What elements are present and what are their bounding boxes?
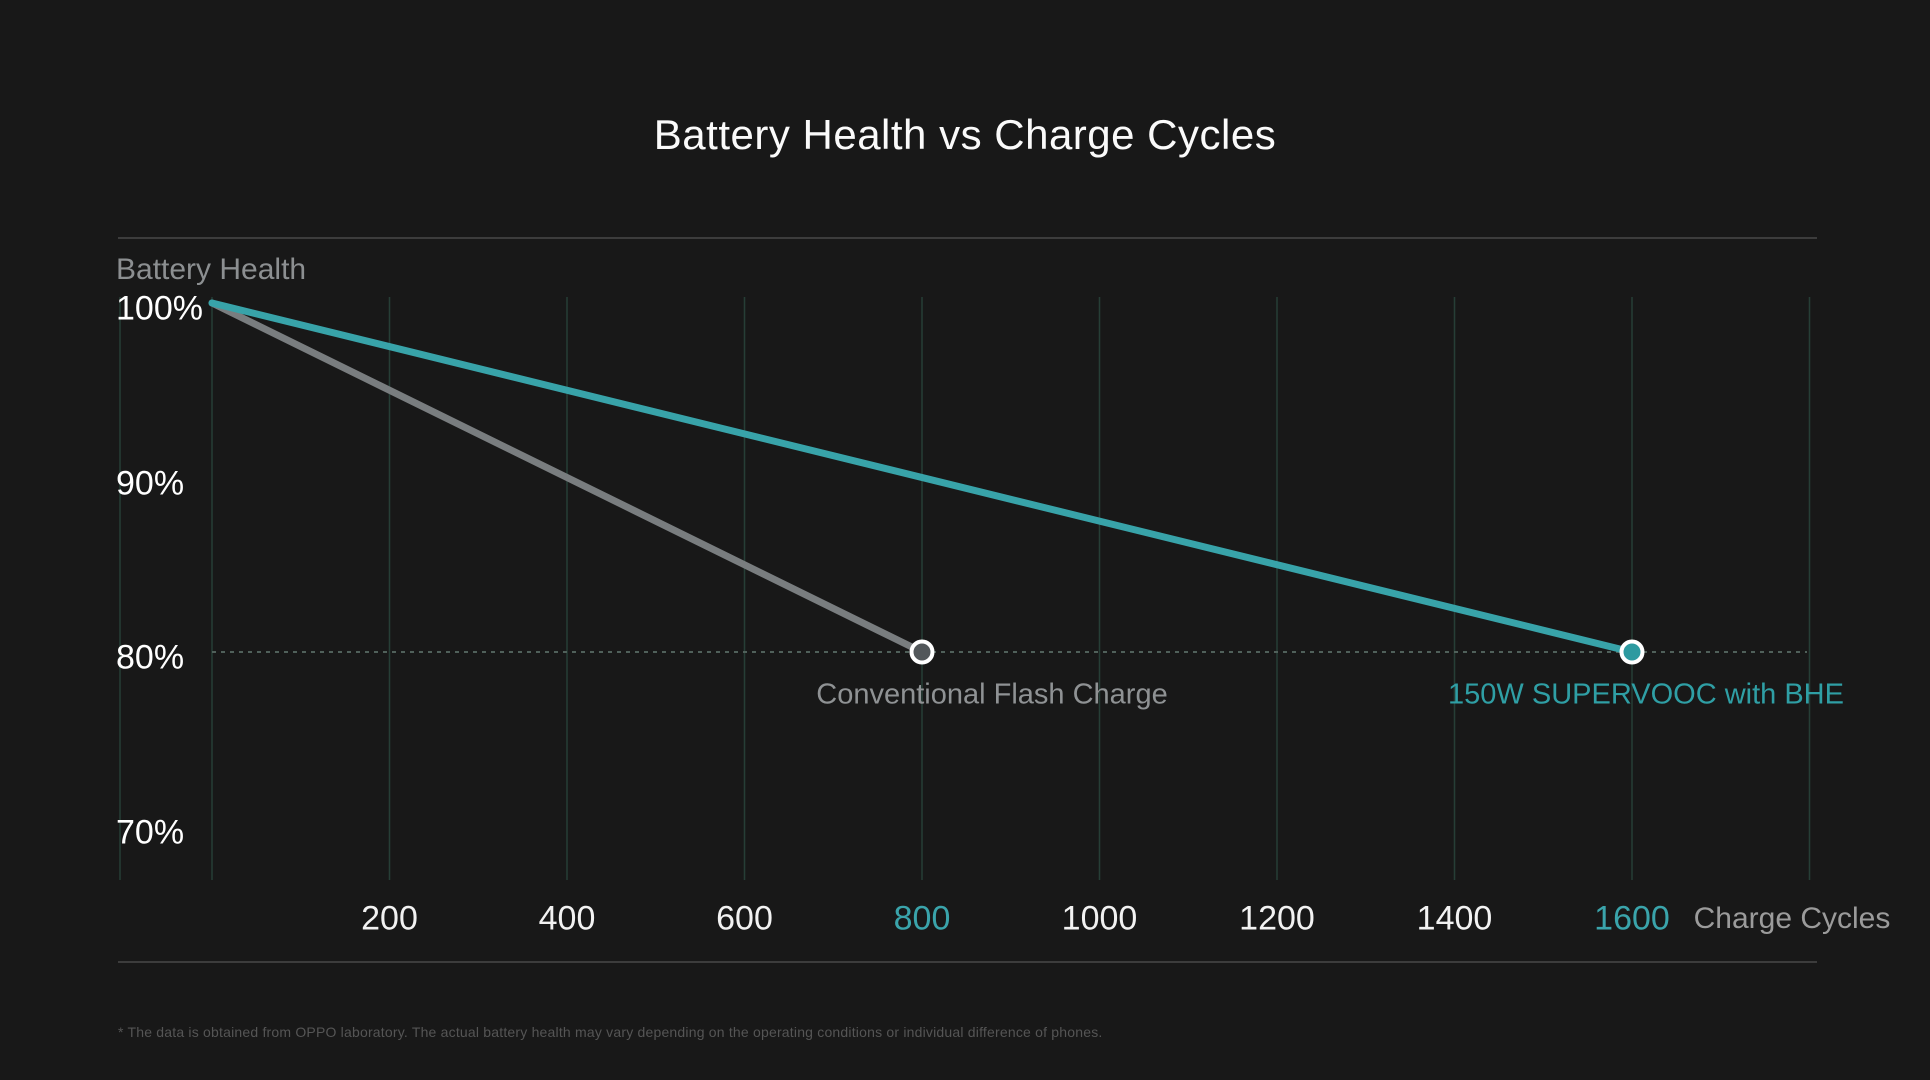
series-line-gray	[208, 299, 926, 656]
y-axis-title: Battery Health	[116, 253, 307, 286]
x-tick-label: 1600	[1594, 899, 1670, 938]
series-label-gray: Conventional Flash Charge	[816, 678, 1168, 711]
y-tick-label: 70%	[116, 813, 185, 851]
x-tick-label: 1000	[1061, 899, 1138, 938]
x-tick-label: 800	[893, 899, 951, 938]
y-tick-label: 90%	[116, 464, 185, 502]
x-tick-label: 600	[716, 899, 773, 938]
x-tick-label: 400	[538, 899, 596, 938]
x-axis-title: Charge Cycles	[1693, 902, 1891, 935]
endpoint-marker-teal	[1619, 639, 1645, 665]
endpoint-marker-gray	[909, 639, 935, 665]
x-tick-label: 1400	[1416, 899, 1493, 938]
y-tick-label: 80%	[116, 638, 185, 677]
x-tick-label: 1200	[1239, 899, 1315, 938]
series-label-teal: 150W SUPERVOOC with BHE	[1448, 678, 1844, 711]
y-tick-label: 100%	[116, 289, 203, 328]
chart-title: Battery Health vs Charge Cycles	[653, 111, 1277, 158]
x-tick-label: 200	[361, 899, 418, 938]
footnote: * The data is obtained from OPPO laborat…	[118, 1024, 1103, 1040]
series-line-teal	[208, 299, 1636, 656]
